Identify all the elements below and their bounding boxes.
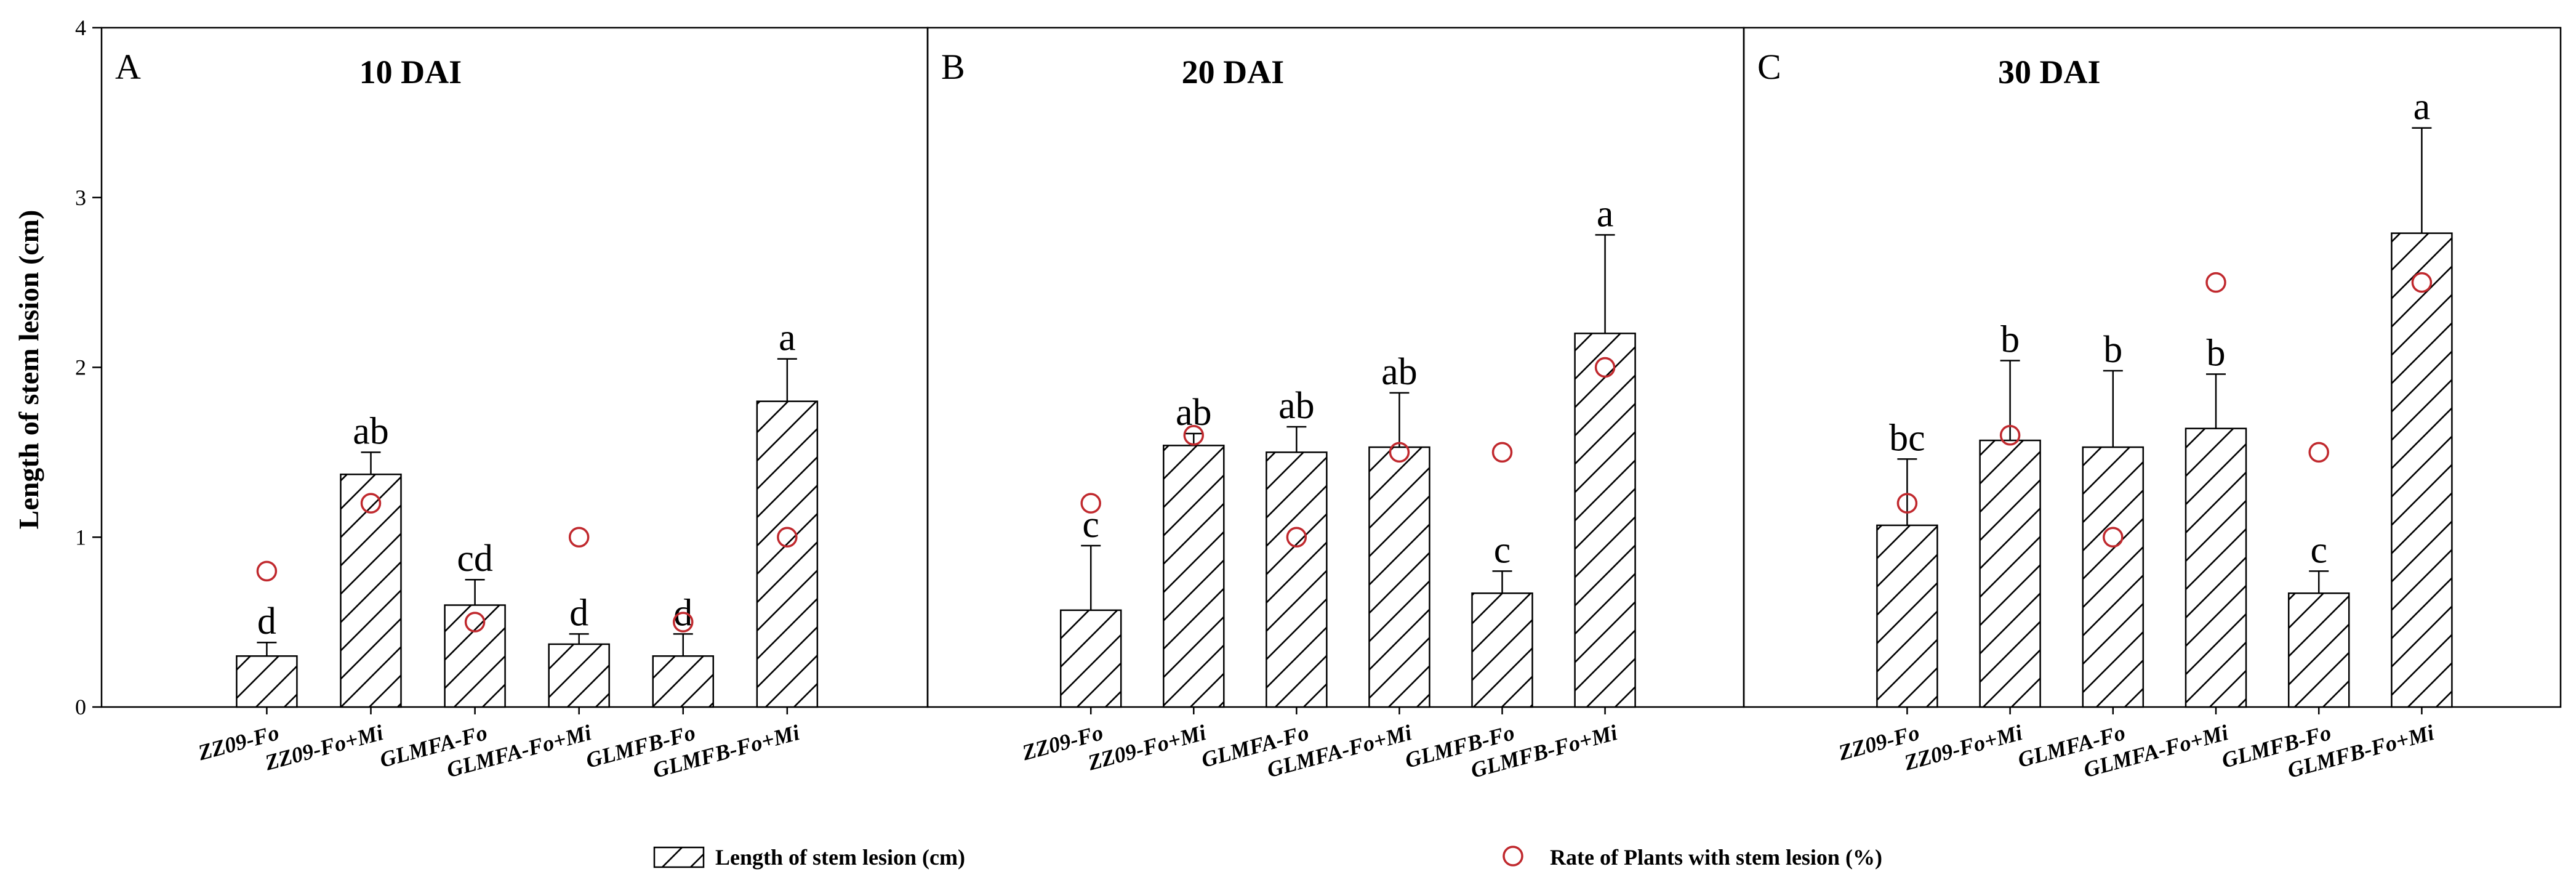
bar [652, 655, 715, 708]
panel-title: 20 DAI [1182, 54, 1285, 91]
bar [756, 400, 819, 708]
bar [1059, 609, 1122, 708]
rate-marker [1999, 425, 2021, 446]
significance-label: a [779, 317, 796, 359]
rate-marker [2411, 272, 2433, 293]
bar [1574, 333, 1636, 708]
panel-title: 30 DAI [1998, 54, 2101, 91]
bar [444, 604, 506, 708]
panel-letter: A [115, 47, 141, 87]
significance-label: ab [1278, 385, 1315, 427]
significance-label: ab [1381, 351, 1418, 393]
legend-circle-marker [1503, 846, 1523, 867]
bar [2287, 592, 2350, 708]
rate-marker [2308, 442, 2329, 463]
significance-label: c [2310, 529, 2327, 571]
significance-label: d [569, 592, 588, 634]
bar [1163, 445, 1225, 708]
rate-marker [1896, 493, 1918, 514]
panel-letter: C [1757, 47, 1781, 87]
bar [2185, 427, 2247, 708]
significance-label: b [2207, 333, 2226, 374]
significance-label: a [2413, 86, 2431, 128]
chart-panels: A 10 DAIdZZ09-FoabZZ09-Fo+MicdGLMFA-FodGL… [100, 26, 2562, 783]
bar [1368, 446, 1430, 708]
rate-marker [360, 493, 382, 514]
y-tick-label: 2 [75, 355, 86, 380]
bar [548, 643, 610, 708]
legend: Length of stem lesion (cm) Rate of Plant… [653, 845, 1882, 870]
legend-circle-label: Rate of Plants with stem lesion (%) [1550, 845, 1882, 870]
bar [1266, 451, 1328, 708]
rate-marker [2205, 272, 2226, 293]
panel-a: A 10 DAIdZZ09-FoabZZ09-Fo+MicdGLMFA-FodGL… [100, 26, 929, 783]
rate-marker [568, 527, 590, 548]
y-tick-label: 0 [75, 695, 86, 719]
bar [1471, 592, 1533, 708]
bar [2082, 446, 2145, 708]
significance-label: a [1597, 193, 1614, 235]
significance-label: cd [457, 538, 493, 580]
y-tick-label: 3 [75, 185, 86, 210]
bar [236, 655, 298, 708]
bar [1876, 524, 1938, 708]
y-axis: 0 1 2 3 4 [75, 15, 102, 719]
rate-marker [464, 612, 486, 632]
panel-frame [1743, 26, 2562, 708]
y-axis-label: Length of stem lesion (cm) [13, 210, 44, 530]
significance-label: c [1494, 529, 1511, 571]
rate-marker [673, 612, 694, 632]
rate-marker [1594, 357, 1616, 378]
panel-letter: B [941, 47, 965, 87]
rate-marker [1286, 527, 1307, 548]
significance-label: b [2103, 329, 2122, 371]
panel-b: B 20 DAIcZZ09-FoabZZ09-Fo+MiabGLMFA-FoabG… [926, 26, 1745, 783]
bar [2391, 232, 2453, 708]
rate-marker [2103, 527, 2124, 548]
bar [1979, 439, 2041, 708]
rate-marker [1080, 493, 1101, 514]
significance-label: ab [353, 410, 389, 452]
rate-marker [256, 560, 278, 582]
panel-c: C 30 DAIbcZZ09-FobZZ09-Fo+MibGLMFA-FobGLM… [1743, 26, 2562, 783]
legend-bar-label: Length of stem lesion (cm) [715, 845, 965, 870]
significance-label: ab [1176, 392, 1212, 434]
bar [340, 473, 402, 708]
rate-marker [777, 527, 798, 548]
significance-label: d [257, 600, 276, 642]
rate-marker [1491, 442, 1513, 463]
y-tick-label: 1 [75, 525, 86, 549]
rate-marker [1183, 425, 1205, 446]
y-tick-label: 4 [75, 15, 86, 40]
category-label: ZZ09-Fo+Mi [1901, 720, 2025, 775]
rate-marker [1389, 442, 1410, 463]
significance-label: b [2000, 318, 2020, 360]
significance-label: bc [1889, 417, 1925, 459]
legend-bar-swatch [653, 846, 705, 868]
category-label: ZZ09-Fo+Mi [1085, 720, 1208, 775]
category-label: ZZ09-Fo+Mi [262, 720, 385, 775]
panel-title: 10 DAI [359, 54, 462, 91]
